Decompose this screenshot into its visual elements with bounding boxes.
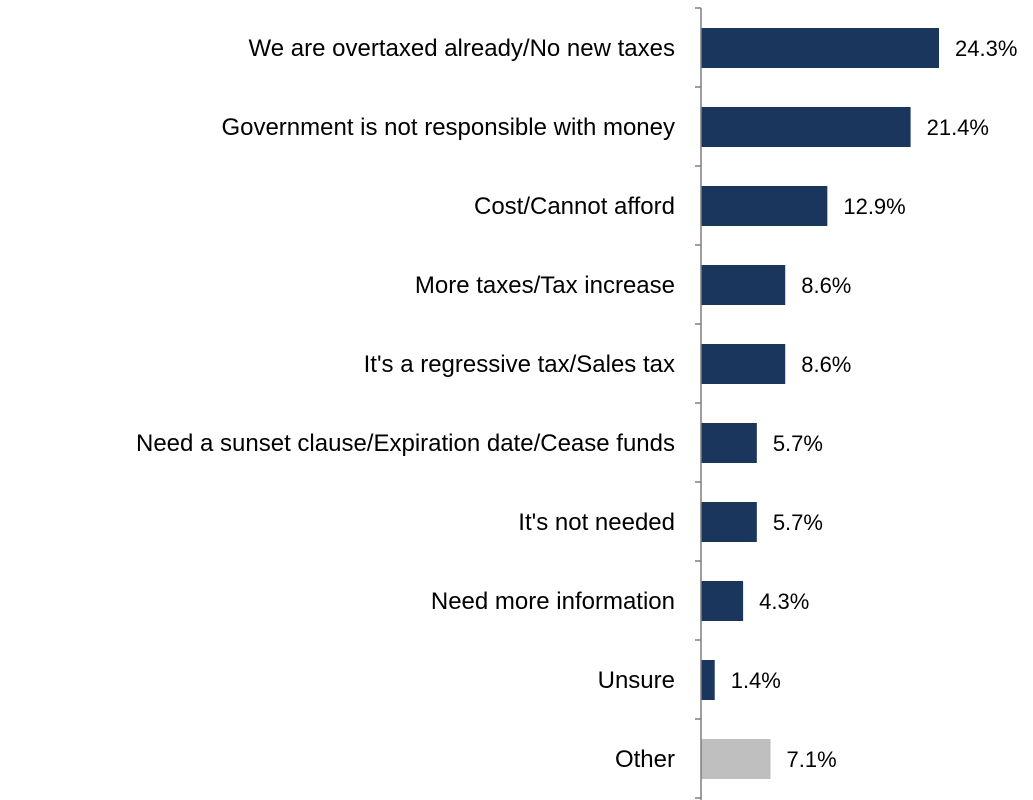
category-label-5: Need a sunset clause/Expiration date/Cea… [136,430,675,457]
bars-layer [701,28,939,779]
bar-4 [701,344,786,384]
value-label-1: 21.4% [927,115,989,140]
value-label-5: 5.7% [773,431,823,456]
labels-layer: We are overtaxed already/No new taxes 24.… [136,35,1017,773]
bar-6 [701,502,757,542]
bar-0 [701,28,939,68]
axis-layer [695,7,702,800]
bar-9 [701,739,771,779]
category-label-8: Unsure [598,667,675,694]
category-label-0: We are overtaxed already/No new taxes [249,35,675,62]
category-label-7: Need more information [431,588,675,615]
bar-3 [701,265,786,305]
bar-5 [701,423,757,463]
value-label-6: 5.7% [773,510,823,535]
bar-2 [701,186,828,226]
category-label-3: More taxes/Tax increase [415,272,675,299]
value-label-3: 8.6% [801,273,851,298]
value-label-0: 24.3% [955,36,1017,61]
category-label-1: Government is not responsible with money [221,114,675,141]
value-label-7: 4.3% [759,589,809,614]
value-label-9: 7.1% [787,747,837,772]
category-label-4: It's a regressive tax/Sales tax [364,351,675,378]
bar-1 [701,107,911,147]
bar-8 [701,660,715,700]
value-label-8: 1.4% [731,668,781,693]
value-label-4: 8.6% [801,352,851,377]
bar-7 [701,581,744,621]
value-label-2: 12.9% [843,194,905,219]
category-label-9: Other [615,746,675,773]
category-label-6: It's not needed [518,509,675,536]
category-label-2: Cost/Cannot afford [474,193,675,220]
